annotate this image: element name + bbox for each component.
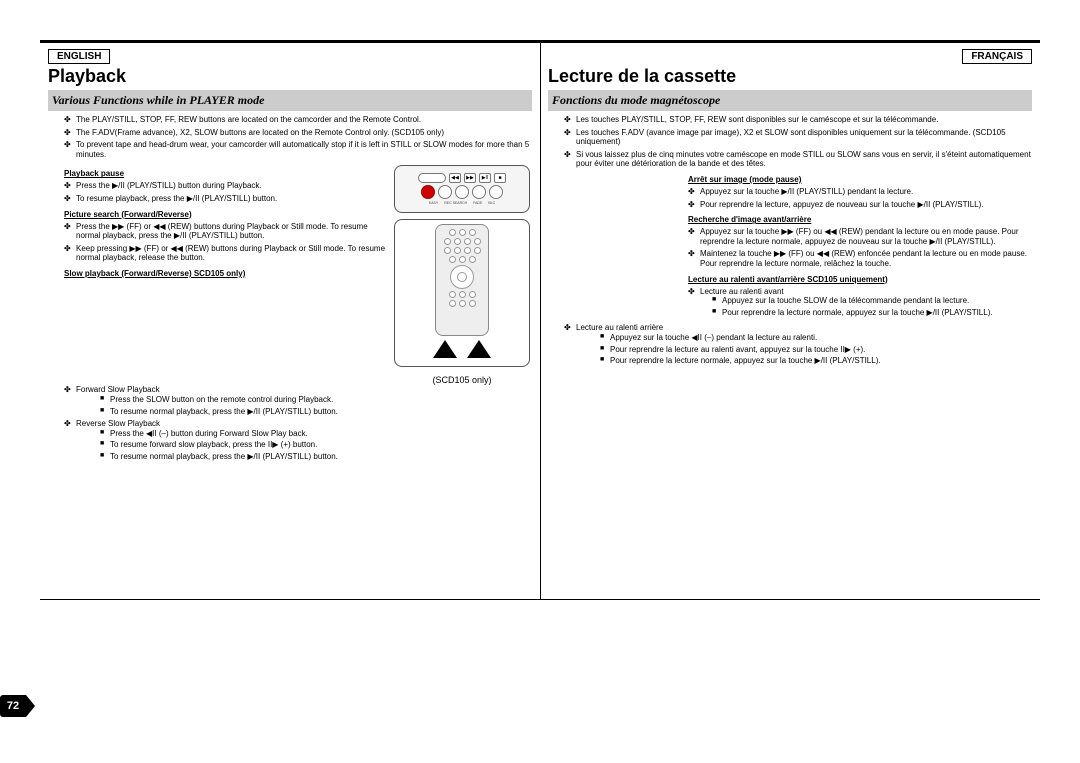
remote-body	[435, 224, 489, 336]
play-icon: ▶II	[479, 173, 491, 183]
list-item: Appuyez sur la touche ▶▶ (FF) ou ◀◀ (REW…	[688, 227, 1032, 246]
panel-label: EASY	[429, 201, 438, 205]
intro-list-left: The PLAY/STILL, STOP, FF, REW buttons ar…	[48, 115, 532, 159]
list-item: Press the ▶/II (PLAY/STILL) button durin…	[64, 181, 386, 191]
panel-label: BLC	[488, 201, 495, 205]
list-item: Pour reprendre la lecture au ralenti ava…	[600, 345, 1032, 355]
subheading-search-fr: Recherche d'image avant/arrière	[688, 215, 1032, 224]
list-item: Maintenez la touche ▶▶ (FF) ou ◀◀ (REW) …	[688, 249, 1032, 268]
list-item: Press the ▶▶ (FF) or ◀◀ (REW) buttons du…	[64, 222, 386, 241]
page-title-right: Lecture de la cassette	[548, 66, 1032, 87]
item-text: Lecture au ralenti avant	[700, 287, 784, 296]
section-heading-right: Fonctions du mode magnétoscope	[548, 90, 1032, 111]
easy-button-icon	[418, 173, 446, 183]
rew-icon: ◀◀	[449, 173, 461, 183]
jog-dial-icon	[450, 265, 474, 289]
english-column: ENGLISH Playback Various Functions while…	[40, 43, 540, 599]
round-button-icon	[489, 185, 503, 199]
stop-icon: ■	[494, 173, 506, 183]
list-item: Les touches F.ADV (avance image par imag…	[564, 128, 1032, 147]
list-item: Press the ◀II (–) button during Forward …	[100, 429, 532, 439]
subheading-pause-fr: Arrêt sur image (mode pause)	[688, 175, 1032, 184]
lang-tag-french: FRANÇAIS	[962, 49, 1032, 64]
list-item: Reverse Slow Playback Press the ◀II (–) …	[64, 419, 532, 461]
list-item: Pour reprendre la lecture, appuyez de no…	[688, 200, 1032, 210]
item-text: Lecture au ralenti arrière	[576, 323, 663, 332]
pointer-arrow-icon	[467, 340, 491, 358]
column-divider	[540, 43, 541, 599]
list-item: Pour reprendre la lecture normale, appuy…	[600, 356, 1032, 366]
item-text: Reverse Slow Playback	[76, 419, 160, 428]
list-item: To prevent tape and head-drum wear, your…	[64, 140, 532, 159]
subheading-slow: Slow playback (Forward/Reverse) SCD105 o…	[64, 269, 386, 278]
subheading-pause: Playback pause	[64, 169, 386, 178]
round-button-icon	[438, 185, 452, 199]
item-text: Forward Slow Playback	[76, 385, 160, 394]
list-item: The F.ADV(Frame advance), X2, SLOW butto…	[64, 128, 532, 138]
intro-list-right: Les touches PLAY/STILL, STOP, FF, REW so…	[548, 115, 1032, 169]
french-column: FRANÇAIS Lecture de la cassette Fonction…	[540, 43, 1040, 599]
rec-led-icon	[421, 185, 435, 199]
list-item: Forward Slow Playback Press the SLOW but…	[64, 385, 532, 416]
list-item: Press the SLOW button on the remote cont…	[100, 395, 532, 405]
control-panel-figure: ◀◀ ▶▶ ▶II ■ EASY REC SEARCH	[394, 165, 530, 213]
ff-icon: ▶▶	[464, 173, 476, 183]
subheading-slow-fr: Lecture au ralenti avant/arrière SCD105 …	[688, 275, 1032, 284]
list-item: Appuyez sur la touche ▶/II (PLAY/STILL) …	[688, 187, 1032, 197]
list-item: Lecture au ralenti arrière Appuyez sur l…	[564, 323, 1032, 365]
list-item: To resume playback, press the ▶/II (PLAY…	[64, 194, 386, 204]
list-item: The PLAY/STILL, STOP, FF, REW buttons ar…	[64, 115, 532, 125]
list-item: Les touches PLAY/STILL, STOP, FF, REW so…	[564, 115, 1032, 125]
subheading-search: Picture search (Forward/Reverse)	[64, 210, 386, 219]
round-button-icon	[472, 185, 486, 199]
figure-caption: (SCD105 only)	[432, 375, 491, 385]
figure-column: ◀◀ ▶▶ ▶II ■ EASY REC SEARCH	[392, 165, 532, 385]
pointer-arrow-icon	[433, 340, 457, 358]
page-title-left: Playback	[48, 66, 532, 87]
panel-label: FADE	[473, 201, 482, 205]
page-number-badge: 72	[0, 695, 26, 717]
list-item: To resume normal playback, press the ▶/I…	[100, 452, 532, 462]
panel-label: REC SEARCH	[444, 201, 467, 205]
section-heading-left: Various Functions while in PLAYER mode	[48, 90, 532, 111]
list-item: Pour reprendre la lecture normale, appuy…	[712, 308, 1032, 318]
list-item: Keep pressing ▶▶ (FF) or ◀◀ (REW) button…	[64, 244, 386, 263]
list-item: To resume forward slow playback, press t…	[100, 440, 532, 450]
round-button-icon	[455, 185, 469, 199]
remote-control-figure	[394, 219, 530, 367]
lang-tag-english: ENGLISH	[48, 49, 110, 64]
list-item: Lecture au ralenti avant Appuyez sur la …	[688, 287, 1032, 318]
list-item: To resume normal playback, press the ▶/I…	[100, 407, 532, 417]
list-item: Appuyez sur la touche SLOW de la télécom…	[712, 296, 1032, 306]
manual-page: ENGLISH Playback Various Functions while…	[40, 40, 1040, 600]
list-item: Appuyez sur la touche ◀II (–) pendant la…	[600, 333, 1032, 343]
list-item: Si vous laissez plus de cinq minutes vot…	[564, 150, 1032, 169]
